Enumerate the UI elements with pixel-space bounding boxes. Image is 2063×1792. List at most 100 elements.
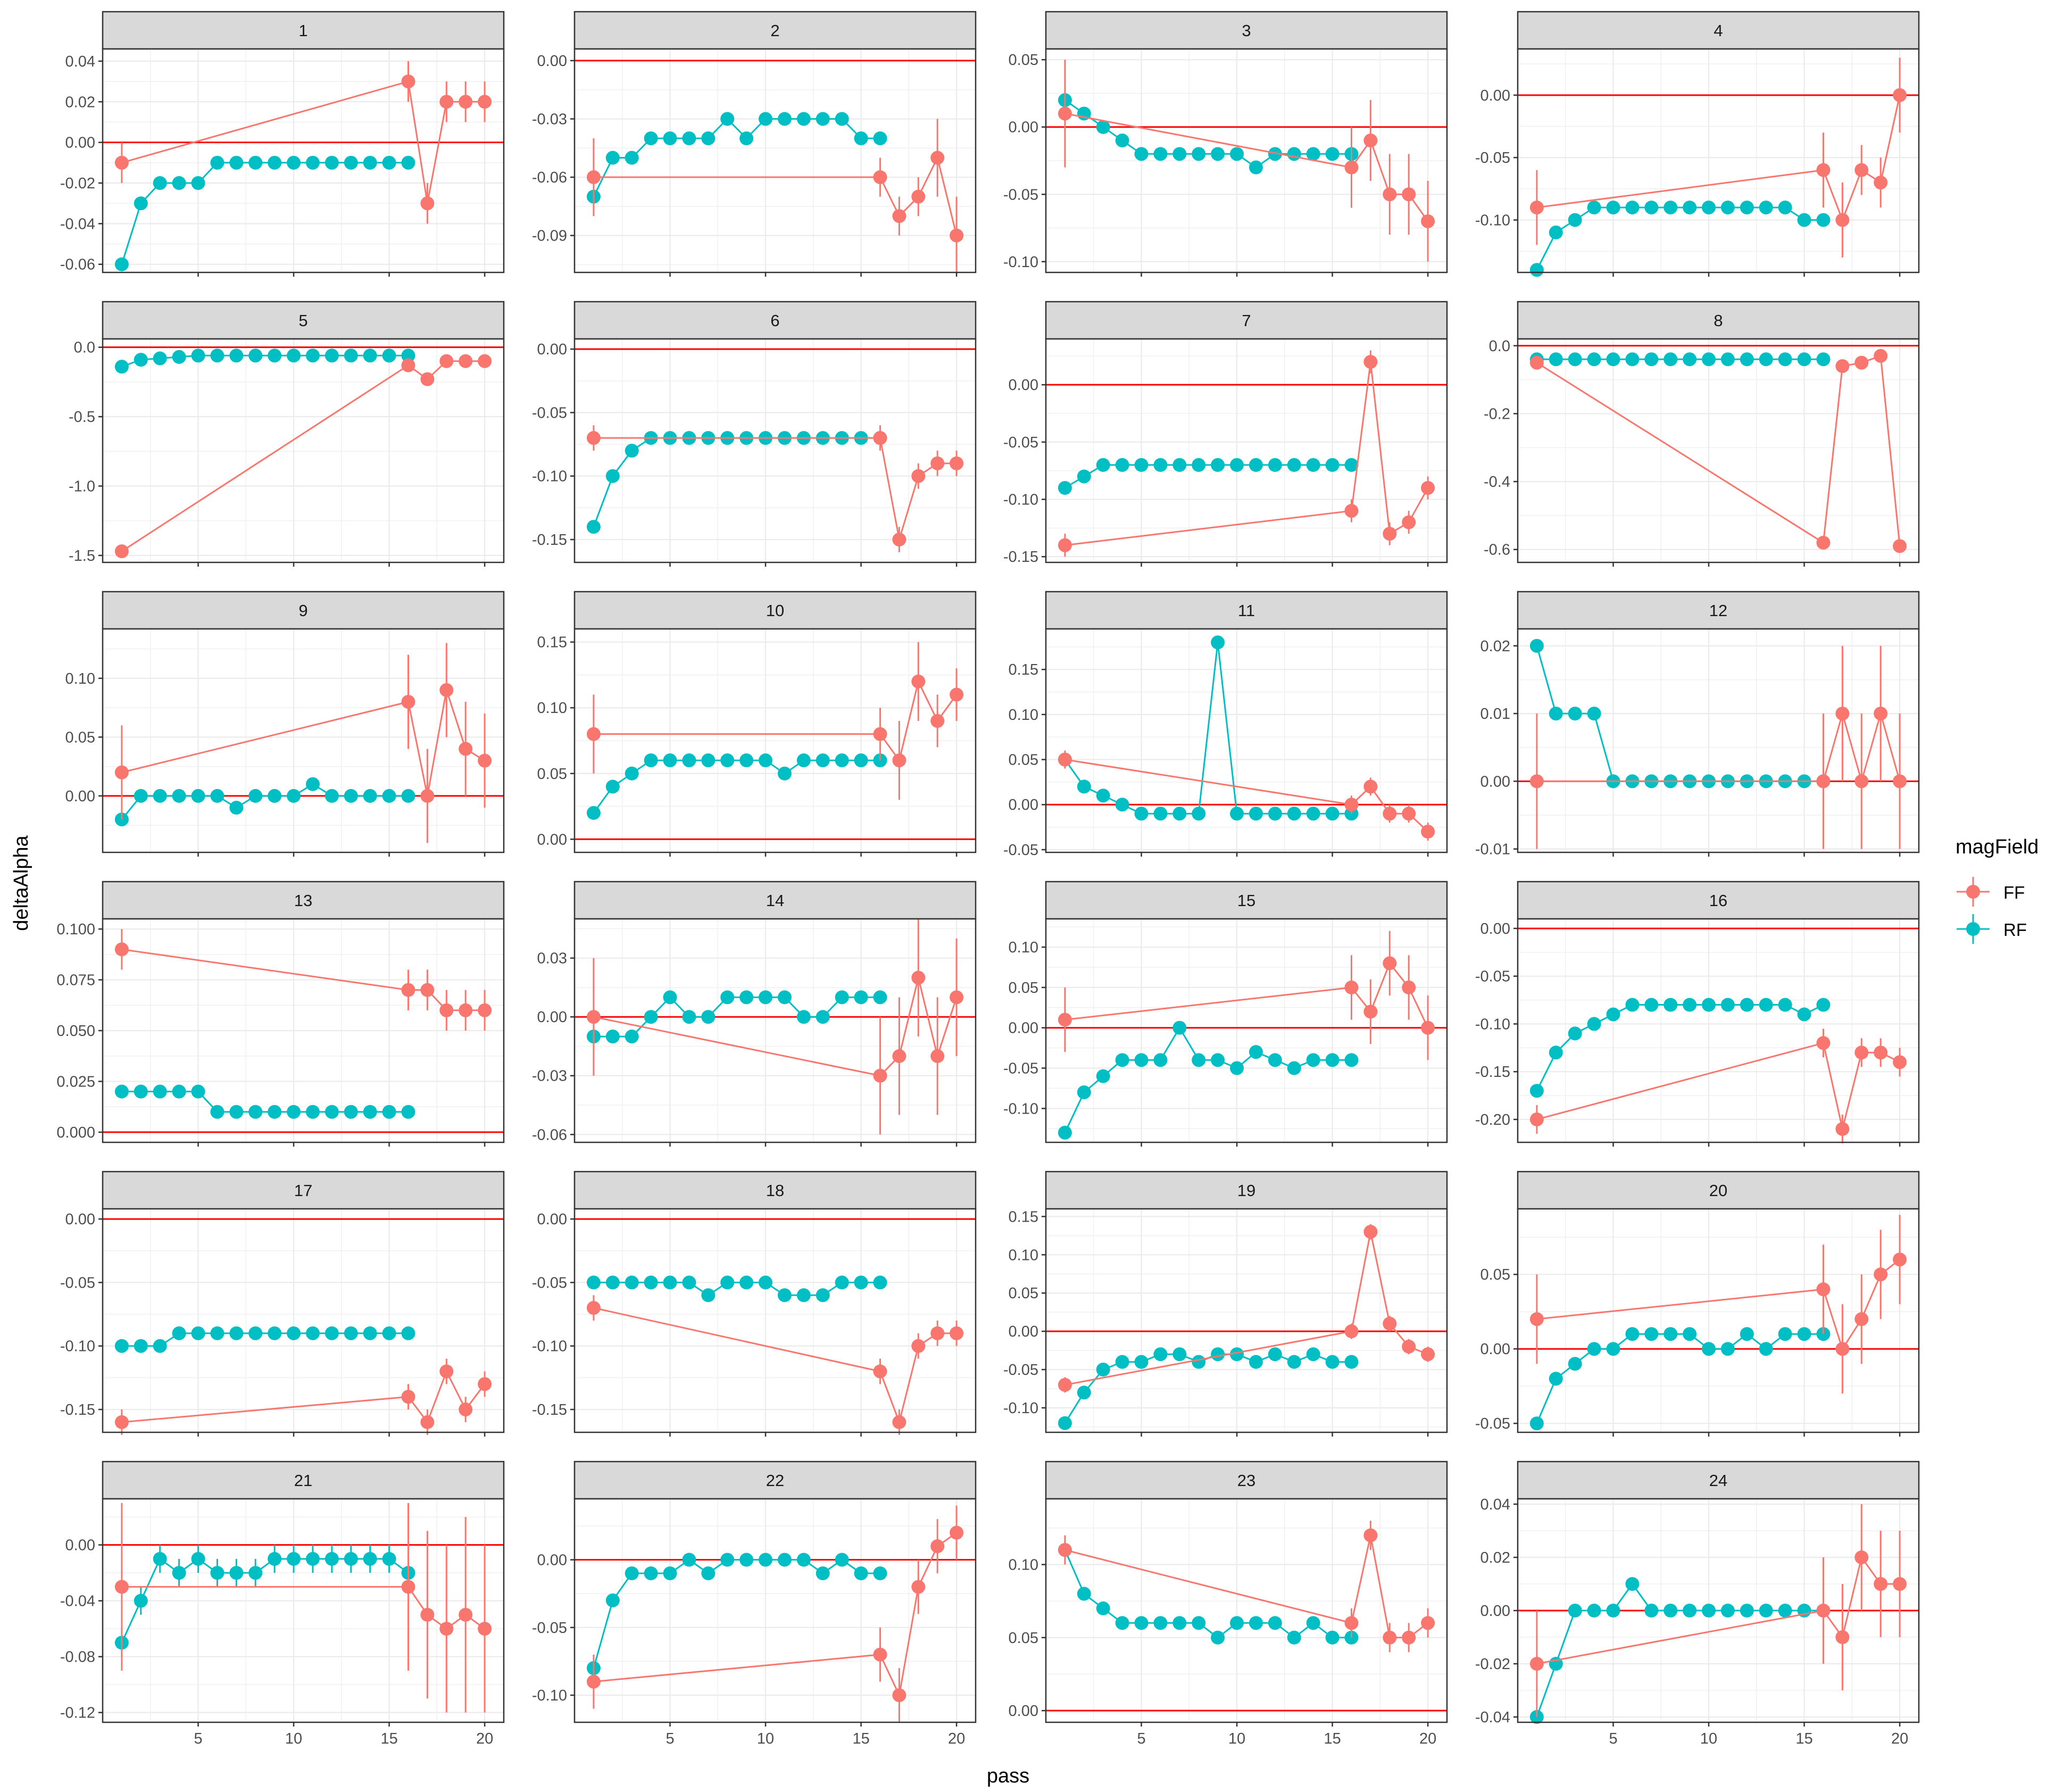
series-rf: [1058, 1021, 1359, 1140]
y-tick-label: 0.04: [1480, 1496, 1510, 1513]
y-tick-label: -0.05: [1003, 186, 1038, 203]
series-rf: [1058, 1543, 1359, 1645]
y-tick-label: 0.0: [74, 339, 95, 356]
y-axis-title: deltaAlpha: [10, 835, 32, 931]
data-point-rf: [1268, 1347, 1282, 1362]
data-point-rf: [605, 1275, 620, 1290]
y-tick-label: 0.15: [537, 634, 567, 651]
data-point-rf: [382, 1105, 396, 1119]
data-point-ff: [1344, 980, 1359, 994]
data-point-ff: [1816, 774, 1831, 789]
data-point-ff: [1058, 752, 1072, 767]
y-tick-label: -0.08: [60, 1649, 95, 1666]
y-tick-label: -0.10: [1003, 254, 1038, 271]
data-point-rf: [1172, 1616, 1187, 1630]
series-line-rf: [1536, 1333, 1824, 1424]
series-ff: [1529, 645, 1907, 849]
data-point-rf: [1702, 352, 1716, 367]
facet-strip: [1517, 1171, 1920, 1210]
data-point-rf: [1153, 1053, 1168, 1067]
data-point-ff: [1421, 1616, 1435, 1630]
data-point-rf: [1549, 1046, 1563, 1060]
data-point-rf: [1134, 1053, 1149, 1067]
data-point-rf: [1134, 807, 1149, 821]
facet-strip-label: 24: [1709, 1471, 1727, 1490]
series-line-rf: [121, 1332, 409, 1347]
data-point-ff: [114, 1415, 129, 1429]
data-point-ff: [478, 753, 492, 768]
data-point-rf: [210, 349, 224, 363]
data-point-rf: [854, 1275, 868, 1290]
series-rf: [1058, 93, 1359, 175]
facet-panel-8: 8 -0.6 -0.4 -0.2 0.0: [1484, 301, 1920, 567]
series-ff: [1529, 1028, 1907, 1143]
data-point-ff: [930, 456, 945, 470]
data-point-rf: [401, 1105, 415, 1119]
data-point-rf: [1268, 1053, 1282, 1067]
data-point-ff: [1893, 1252, 1907, 1267]
data-point-ff: [1529, 1312, 1544, 1326]
data-point-ff: [873, 727, 887, 741]
series-ff: [1058, 931, 1435, 1060]
data-point-rf: [1058, 1125, 1072, 1140]
data-point-rf: [134, 1339, 148, 1353]
data-point-rf: [1230, 458, 1244, 472]
y-tick-label: 0.00: [1480, 87, 1510, 104]
data-point-rf: [1568, 1357, 1582, 1371]
y-tick-label: -1.0: [69, 478, 95, 495]
data-point-ff: [930, 714, 945, 728]
facet-panel-18: 18 -0.15 -0.10 -0.05 0.00: [532, 1171, 977, 1437]
data-point-rf: [796, 1010, 811, 1024]
data-point-ff: [1058, 538, 1072, 552]
facet-strip: [573, 1171, 977, 1210]
facet-strip: [573, 881, 977, 920]
data-point-rf: [1797, 352, 1811, 367]
series-line-rf: [593, 759, 880, 814]
y-tick-label: -0.09: [532, 228, 567, 245]
series-ff: [1529, 1215, 1907, 1394]
data-point-rf: [1816, 352, 1831, 367]
data-point-rf: [305, 1552, 320, 1566]
data-point-rf: [1211, 1347, 1225, 1362]
data-point-ff: [401, 695, 415, 709]
facet-panel-24: 24 -0.04 -0.02 0.00 0.02 0.04 5 10 15 20: [1475, 1461, 1920, 1747]
panel-border: [1517, 918, 1920, 1143]
data-point-ff: [950, 687, 964, 702]
facet-panel-2: 2 -0.09 -0.06 -0.03 0.00: [532, 11, 977, 277]
facet-panel-12: 12 -0.01 0.00 0.01 0.02: [1475, 591, 1920, 858]
data-point-ff: [1893, 1055, 1907, 1069]
data-point-rf: [1720, 1342, 1735, 1356]
facet-strip: [1517, 11, 1920, 50]
data-point-ff: [1529, 774, 1544, 789]
data-point-rf: [796, 1553, 811, 1567]
data-point-ff: [1383, 1630, 1397, 1645]
data-point-rf: [1325, 1630, 1340, 1645]
data-point-rf: [1625, 200, 1640, 214]
data-point-rf: [1740, 352, 1754, 367]
data-point-ff: [459, 95, 473, 109]
data-point-rf: [1568, 352, 1582, 367]
facet-strip-label: 12: [1709, 601, 1727, 620]
data-point-rf: [1606, 352, 1620, 367]
data-point-ff: [114, 942, 129, 957]
data-point-rf: [1587, 200, 1601, 214]
x-tick-label: 20: [1419, 1730, 1436, 1747]
data-point-rf: [701, 1566, 716, 1580]
data-point-rf: [382, 349, 396, 363]
data-point-ff: [873, 1647, 887, 1662]
data-point-rf: [382, 1552, 396, 1566]
data-point-rf: [363, 1552, 377, 1566]
data-point-rf: [1115, 134, 1129, 148]
data-point-rf: [210, 789, 224, 803]
data-point-ff: [1893, 1577, 1907, 1591]
data-point-rf: [835, 1275, 849, 1290]
data-point-ff: [1835, 213, 1850, 227]
legend-ff-label: FF: [2003, 883, 2025, 902]
y-tick-label: 0.00: [537, 1009, 567, 1026]
data-point-rf: [701, 1288, 716, 1302]
series-ff: [114, 354, 492, 559]
legend-rf-label: RF: [2003, 920, 2027, 940]
y-tick-label: -0.05: [532, 404, 567, 421]
data-point-rf: [210, 1105, 224, 1119]
data-point-ff: [930, 151, 945, 165]
